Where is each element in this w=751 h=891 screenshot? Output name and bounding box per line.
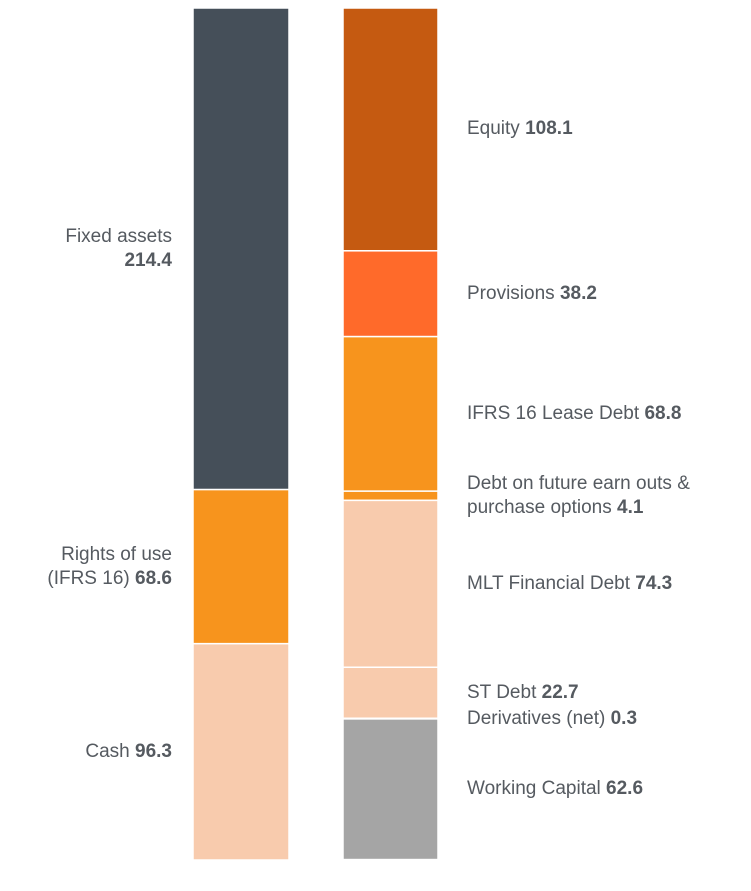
segment-label: Provisions 38.2 <box>467 282 747 306</box>
bar-segment <box>342 250 439 338</box>
segment-label: IFRS 16 Lease Debt 68.8 <box>467 402 747 426</box>
bar-segment <box>342 718 439 861</box>
segment-name: Equity <box>467 118 520 140</box>
bar-segment <box>192 7 290 491</box>
bar-segment <box>342 7 439 252</box>
bar-segment <box>342 499 439 669</box>
segment-value: 62.6 <box>606 778 644 800</box>
segment-value: 0.3 <box>610 707 638 729</box>
segment-value: 68.6 <box>135 567 172 589</box>
segment-name: MLT Financial Debt <box>467 572 630 594</box>
segment-name: Debt on future earn outs & purchase opti… <box>467 472 690 518</box>
bar-segment <box>342 666 439 720</box>
segment-label: ST Debt 22.7 <box>467 681 747 705</box>
segment-name: Working Capital <box>467 778 601 800</box>
segment-name: Cash <box>85 740 130 762</box>
segment-value: 68.8 <box>644 402 682 424</box>
segment-value: 214.4 <box>124 249 172 271</box>
bar-segment <box>342 335 439 492</box>
segment-label: Derivatives (net) 0.3 <box>467 707 747 731</box>
segment-label: Cash 96.3 <box>20 740 172 764</box>
segment-label: Equity 108.1 <box>467 117 747 141</box>
segment-value: 96.3 <box>135 740 172 762</box>
segment-name: Derivatives (net) <box>467 707 606 729</box>
segment-label: Rights of use (IFRS 16) 68.6 <box>20 543 172 591</box>
segment-name: Rights of use (IFRS 16) <box>47 543 172 589</box>
segment-name: IFRS 16 Lease Debt <box>467 402 640 424</box>
segment-label: Debt on future earn outs & purchase opti… <box>467 472 747 520</box>
segment-name: Provisions <box>467 282 555 304</box>
segment-value: 4.1 <box>617 496 644 518</box>
segment-name: ST Debt <box>467 681 537 703</box>
segment-label: Working Capital 62.6 <box>467 777 747 801</box>
segment-value: 22.7 <box>541 681 579 703</box>
bar-segment <box>192 488 290 645</box>
segment-value: 108.1 <box>525 118 573 140</box>
segment-label: MLT Financial Debt 74.3 <box>467 572 747 596</box>
segment-value: 74.3 <box>635 572 673 594</box>
bar-segment <box>192 642 290 861</box>
segment-label: Fixed assets 214.4 <box>20 225 172 273</box>
segment-name: Fixed assets <box>65 225 172 247</box>
segment-value: 38.2 <box>559 282 597 304</box>
bar-segment <box>342 490 439 502</box>
